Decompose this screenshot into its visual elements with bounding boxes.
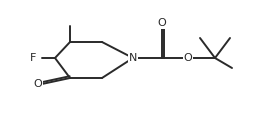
Text: F: F [30, 53, 36, 63]
Text: O: O [158, 18, 166, 28]
Text: O: O [184, 53, 192, 63]
Text: O: O [33, 79, 42, 89]
Text: N: N [129, 53, 137, 63]
